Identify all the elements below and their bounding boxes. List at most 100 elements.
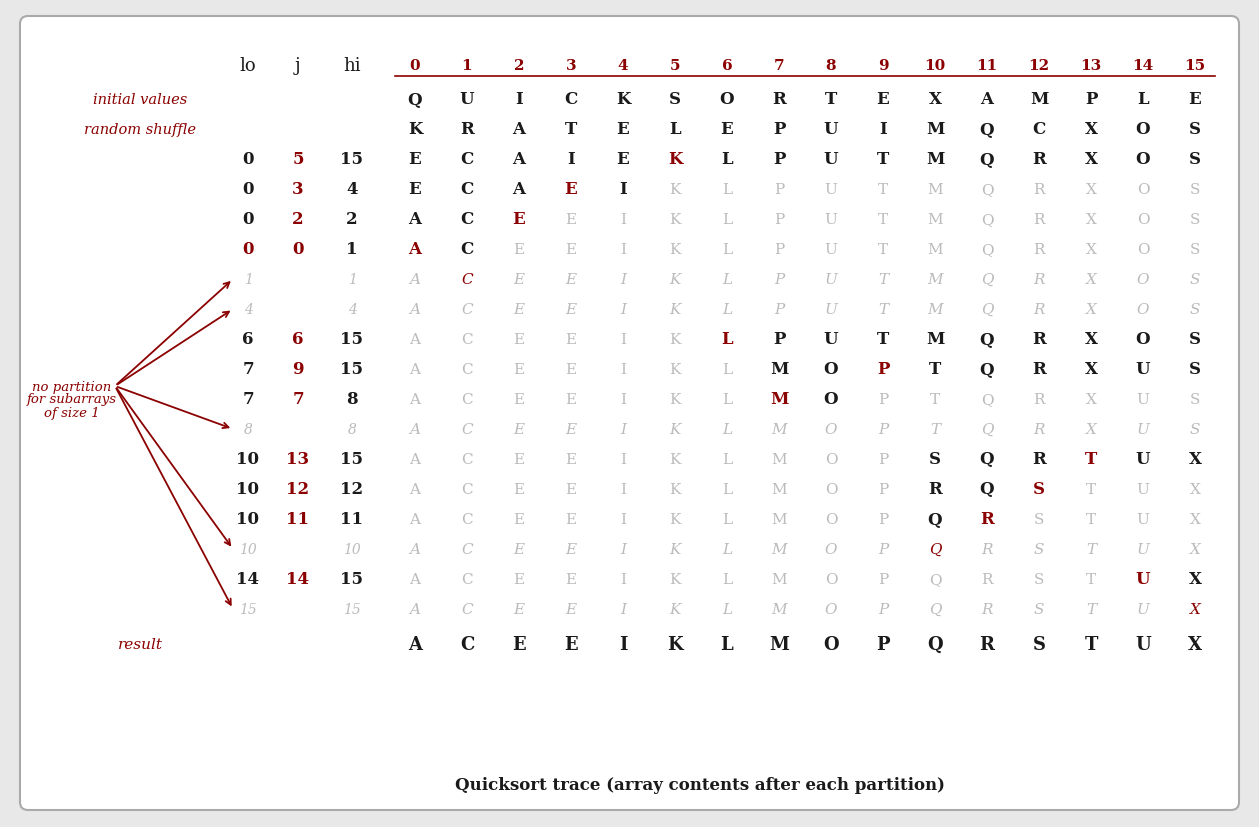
Text: 5: 5 [670,59,680,73]
Text: R: R [980,511,993,528]
Text: P: P [878,452,888,466]
Text: O: O [1137,242,1149,256]
Text: R: R [981,572,993,586]
Text: 12: 12 [1029,59,1050,73]
Text: R: R [460,122,473,138]
Text: 15: 15 [1185,59,1206,73]
Text: U: U [1136,571,1151,588]
Text: K: K [670,513,681,526]
Text: Q: Q [929,543,942,557]
Text: E: E [514,393,525,407]
Text: E: E [514,303,525,317]
Text: 7: 7 [242,391,254,408]
Text: P: P [774,183,784,197]
Text: E: E [565,572,577,586]
Text: E: E [565,513,577,526]
Text: C: C [564,92,578,108]
Text: K: K [670,273,681,287]
Text: L: L [721,273,731,287]
Text: 15: 15 [340,331,364,348]
Text: 12: 12 [340,481,364,498]
Text: Q: Q [980,481,995,498]
Text: 10: 10 [237,451,259,468]
Text: 6: 6 [242,331,254,348]
Text: X: X [1190,602,1200,616]
Text: 1: 1 [347,273,356,287]
Text: P: P [878,572,888,586]
Text: P: P [774,303,784,317]
Text: I: I [619,543,626,557]
Text: L: L [670,122,681,138]
Text: M: M [772,513,787,526]
Text: A: A [409,482,421,496]
Text: X: X [1190,543,1200,557]
Text: 10: 10 [239,543,257,557]
Text: X: X [1085,213,1097,227]
Text: 0: 0 [242,211,254,228]
Text: S: S [1190,242,1200,256]
Text: P: P [878,602,888,616]
Text: A: A [409,393,421,407]
Text: S: S [1032,635,1045,653]
Text: E: E [514,572,525,586]
Text: U: U [825,242,837,256]
Text: E: E [565,273,577,287]
Text: U: U [823,331,838,348]
Text: C: C [1032,122,1046,138]
Text: X: X [928,92,942,108]
Text: O: O [1137,213,1149,227]
Text: 4: 4 [618,59,628,73]
Text: 8: 8 [346,391,358,408]
Text: R: R [772,92,786,108]
Text: I: I [618,635,627,653]
Text: 10: 10 [237,511,259,528]
Text: Q: Q [980,151,995,169]
Text: A: A [409,543,421,557]
Text: K: K [670,543,681,557]
Text: Q: Q [929,572,942,586]
Text: 11: 11 [977,59,997,73]
Text: O: O [825,452,837,466]
Text: P: P [774,242,784,256]
Text: X: X [1085,303,1097,317]
Text: 15: 15 [340,151,364,169]
Text: Q: Q [980,122,995,138]
Text: R: R [1032,331,1046,348]
Text: X: X [1190,513,1200,526]
Text: C: C [461,332,473,347]
Text: E: E [564,635,578,653]
Text: lo: lo [239,57,257,75]
Text: L: L [721,482,731,496]
Text: I: I [619,273,626,287]
Text: K: K [670,332,681,347]
Text: S: S [1188,331,1201,348]
Text: C: C [461,362,473,376]
Text: X: X [1190,482,1200,496]
Text: 0: 0 [242,241,254,258]
Text: 15: 15 [344,602,361,616]
Text: R: R [1034,242,1045,256]
Text: L: L [721,242,731,256]
Text: Quicksort trace (array contents after each partition): Quicksort trace (array contents after ea… [454,777,946,794]
Text: C: C [461,211,473,228]
Text: E: E [565,393,577,407]
Text: M: M [769,391,788,408]
Text: T: T [878,273,888,287]
Text: T: T [825,92,837,108]
Text: U: U [1137,543,1149,557]
Text: Q: Q [981,213,993,227]
Text: E: E [1188,92,1201,108]
Text: C: C [461,452,473,466]
Text: K: K [670,482,681,496]
Text: I: I [619,482,626,496]
Text: L: L [721,513,731,526]
Text: O: O [825,482,837,496]
Text: R: R [928,481,942,498]
Text: R: R [981,543,993,557]
Text: U: U [1137,602,1149,616]
Text: K: K [408,122,422,138]
Text: M: M [927,213,943,227]
Text: A: A [981,92,993,108]
Text: T: T [876,331,889,348]
Text: M: M [772,543,787,557]
